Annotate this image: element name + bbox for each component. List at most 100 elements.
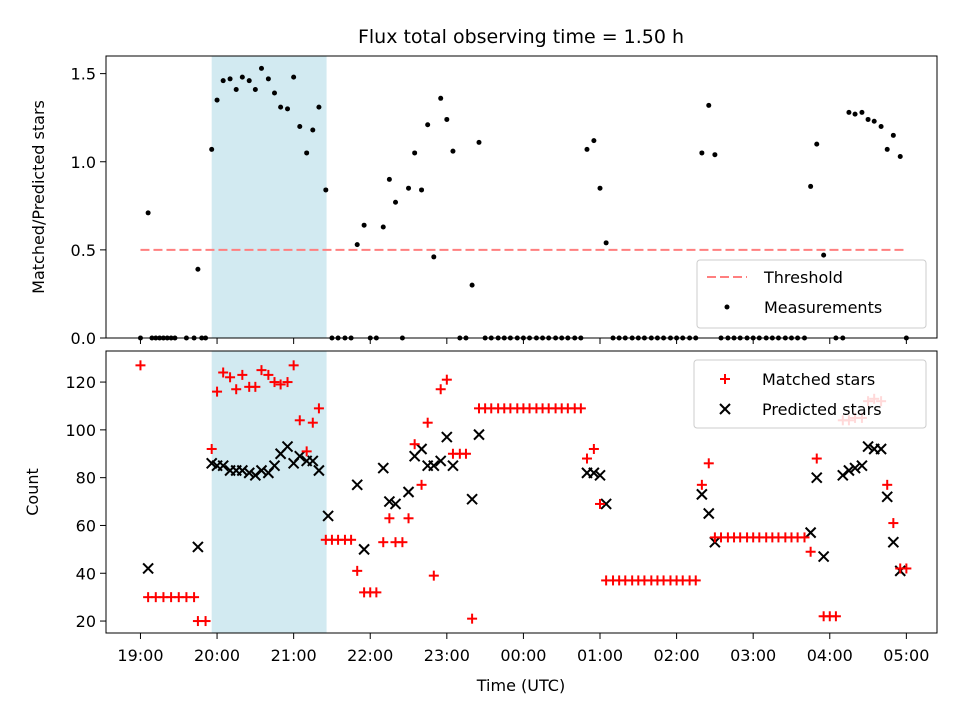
legend-predicted-marker	[719, 403, 731, 415]
matched-star-point	[422, 417, 433, 428]
measurement-point	[271, 90, 277, 96]
measurement-point	[878, 124, 884, 129]
matched-star-point	[588, 443, 599, 454]
measurement-point	[846, 109, 852, 115]
bottom-y-ticks: 20 40 60 80 100 120	[65, 373, 106, 631]
predicted-star-point	[843, 464, 855, 477]
matched-star-point	[703, 458, 714, 469]
predicted-star-point	[217, 460, 229, 472]
x-tick-label: 02:00	[654, 646, 700, 665]
x-tick-label: 19:00	[117, 646, 163, 665]
matched-star-point	[575, 403, 586, 414]
measurement-point	[444, 116, 450, 122]
x-tick-label: 21:00	[271, 646, 317, 665]
predicted-star-point	[849, 462, 861, 474]
x-tick-label: 20:00	[194, 646, 240, 665]
measurement-point	[699, 150, 705, 156]
predicted-star-point	[294, 450, 306, 462]
matched-star-point	[805, 546, 816, 557]
predicted-star-point	[281, 440, 294, 453]
matched-star-point	[313, 403, 324, 414]
matched-star-point	[275, 379, 286, 390]
predicted-star-point	[703, 507, 715, 520]
measurement-point	[354, 242, 360, 248]
matched-star-point	[467, 613, 478, 624]
measurement-point	[265, 76, 271, 82]
measurement-point	[821, 252, 827, 258]
predicted-star-point	[192, 541, 204, 553]
legend-matched-label: Matched stars	[762, 370, 875, 389]
matched-star-point	[460, 448, 471, 459]
x-tick-label: 04:00	[807, 646, 853, 665]
measurement-point	[239, 74, 245, 80]
legend-measurements-swatch	[724, 304, 730, 310]
measurement-point	[884, 146, 890, 152]
bottom-y-tick-label: 120	[65, 373, 96, 392]
predicted-star-point	[887, 536, 900, 548]
matched-star-point	[882, 479, 893, 490]
predicted-star-point	[351, 479, 363, 491]
bottom-x-ticks: 19:00 20:00 21:00 22:00 23:00 00:00 01:00 02:00…	[117, 633, 929, 665]
predicted-star-point	[389, 498, 402, 510]
matched-star-point	[256, 365, 267, 376]
x-tick-label: 22:00	[347, 646, 393, 665]
matched-star-point	[397, 537, 408, 548]
measurement-point	[712, 152, 718, 158]
matched-star-point	[135, 360, 146, 371]
predicted-star-point	[588, 467, 600, 479]
bottom-y-tick-label: 20	[76, 612, 96, 631]
top-x-ticks	[139, 338, 907, 344]
matched-star-point	[206, 443, 217, 454]
matched-star-point	[403, 513, 414, 524]
top-plot-frame	[105, 55, 938, 339]
predicted-star-point	[862, 440, 874, 453]
measurement-point	[706, 102, 712, 108]
bottom-legend: Matched stars Predicted stars	[693, 359, 927, 429]
measurement-point	[361, 222, 367, 228]
x-axis-label: Time (UTC)	[476, 676, 565, 695]
top-y-tick-label: 1.0	[71, 153, 96, 172]
matched-star-point	[371, 587, 382, 598]
measurement-point	[406, 185, 412, 191]
measurement-point	[252, 86, 258, 92]
predicted-star-point	[594, 469, 606, 481]
x-tick-label: 05:00	[883, 646, 929, 665]
predicted-star-point	[142, 562, 154, 575]
top-y-tick-label: 1.5	[71, 65, 96, 84]
matched-star-point	[307, 417, 318, 428]
matched-star-point	[696, 479, 707, 490]
matched-star-point	[301, 446, 312, 457]
predicted-star-point	[255, 464, 268, 477]
measurement-point	[278, 104, 284, 110]
matched-star-point	[409, 439, 420, 450]
predicted-star-point	[313, 464, 325, 477]
predicted-star-point	[236, 464, 249, 477]
bottom-panel: 20 40 60 80 100 120 19:00 20:00 21:00 22:00 23:00…	[23, 350, 938, 695]
measurement-point	[209, 146, 215, 152]
bottom-y-tick-label: 100	[65, 421, 96, 440]
measurement-point	[304, 150, 310, 156]
legend-measurements-label: Measurements	[764, 298, 882, 317]
top-highlight-span	[211, 56, 327, 338]
predicted-star-point	[600, 498, 612, 510]
measurement-point	[890, 132, 896, 138]
predicted-star-point	[307, 455, 319, 467]
legend-matched-marker	[720, 374, 730, 384]
measurement-point	[591, 138, 597, 144]
measurement-point	[214, 97, 220, 103]
predicted-star-point	[402, 486, 415, 498]
measurement-point	[419, 187, 425, 193]
measurement-point	[145, 210, 151, 216]
top-legend-box	[696, 259, 927, 329]
measurement-point	[431, 254, 437, 260]
bottom-highlight-span	[211, 351, 327, 633]
measurement-point	[297, 124, 303, 129]
x-tick-label: 01:00	[577, 646, 623, 665]
top-legend: Threshold Measurements	[696, 259, 927, 329]
predicted-star-point	[447, 460, 459, 472]
legend-predicted-swatch	[719, 403, 731, 415]
matched-star-point	[830, 611, 841, 622]
matched-star-point	[225, 372, 236, 383]
bottom-plot-frame	[105, 350, 938, 634]
